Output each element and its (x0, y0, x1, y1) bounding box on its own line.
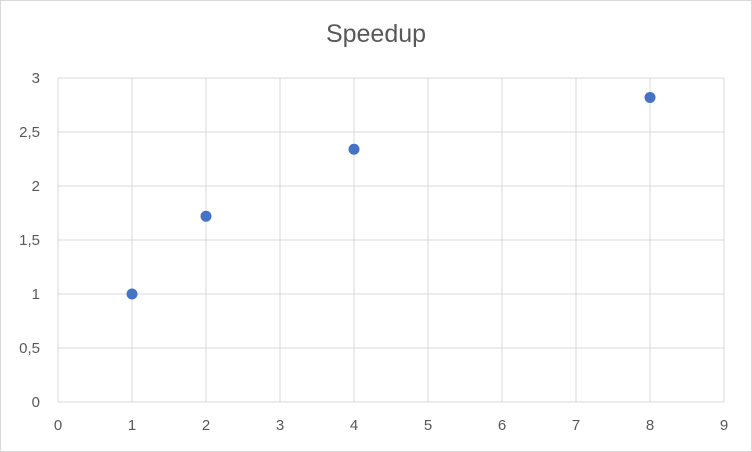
data-point (126, 288, 138, 300)
y-tick-label: 1,5 (19, 232, 40, 249)
x-tick-label: 9 (720, 417, 728, 434)
tick-labels: 0 1 2 3 4 5 6 7 8 9 0 0,5 1 1,5 2 2,5 3 (19, 70, 728, 434)
x-tick-label: 1 (128, 417, 136, 434)
y-tick-label: 0,5 (19, 340, 40, 357)
x-tick-label: 2 (202, 417, 210, 434)
y-tick-label: 2 (32, 178, 40, 195)
y-tick-label: 3 (32, 70, 40, 87)
y-tick-label: 1 (32, 286, 40, 303)
x-tick-label: 3 (276, 417, 284, 434)
x-tick-label: 8 (646, 417, 654, 434)
data-points (126, 91, 656, 300)
x-tick-label: 4 (350, 417, 358, 434)
x-tick-label: 7 (572, 417, 580, 434)
x-tick-label: 5 (424, 417, 432, 434)
x-tick-label: 0 (54, 417, 62, 434)
data-point (348, 143, 360, 155)
x-tick-label: 6 (498, 417, 506, 434)
y-tick-label: 0 (32, 394, 40, 411)
chart-title: Speedup (325, 20, 427, 48)
grid-layer (57, 77, 725, 403)
data-point (644, 91, 656, 103)
y-tick-label: 2,5 (19, 124, 40, 141)
data-point (200, 210, 212, 222)
